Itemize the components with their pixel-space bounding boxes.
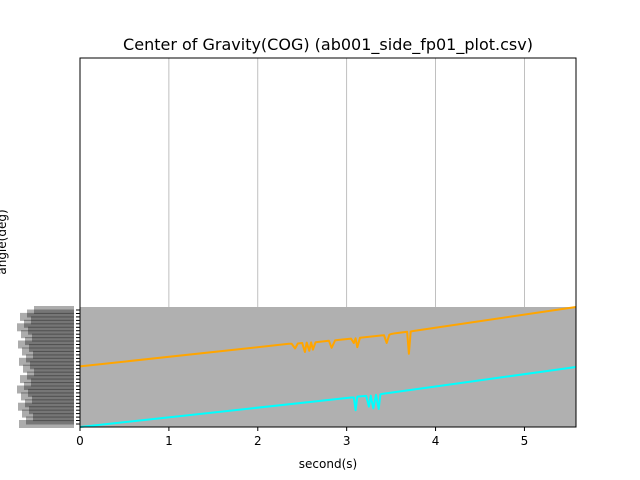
y-tick-label-overlap — [33, 413, 74, 422]
x-axis-label: second(s) — [299, 457, 357, 471]
y-tick-label-overlap — [23, 364, 74, 373]
chart-title: Center of Gravity(COG) (ab001_side_fp01_… — [123, 35, 533, 55]
x-tick-label: 4 — [432, 434, 440, 448]
x-tick-label: 0 — [76, 434, 84, 448]
y-tick-label-overlap — [33, 350, 74, 359]
y-tick-label-overlap — [27, 309, 74, 318]
y-tick-label-overlap — [18, 402, 74, 411]
y-tick-label-overlap — [28, 388, 74, 397]
y-tick-label-overlap — [18, 340, 74, 349]
y-tick-label-overlap — [21, 330, 74, 339]
x-tick-label: 3 — [343, 434, 351, 448]
y-ticks — [17, 306, 80, 428]
y-tick-label-overlap — [32, 395, 74, 404]
x-tick-label: 2 — [254, 434, 262, 448]
y-tick-label-overlap — [25, 399, 74, 408]
y-tick-label-overlap — [26, 416, 74, 425]
series-line — [79, 306, 577, 368]
y-tick-label-overlap — [17, 323, 74, 332]
y-tick-label-overlap — [27, 371, 74, 380]
y-tick-label-overlap — [20, 375, 74, 384]
y-tick-label-overlap — [28, 326, 74, 335]
y-tick-label-overlap — [19, 357, 74, 366]
x-ticks: 0 1 2 3 4 5 — [76, 427, 528, 448]
y-tick-label-overlap — [22, 409, 74, 418]
y-tick-label-overlap — [26, 354, 74, 363]
y-tick-label-overlap — [34, 306, 74, 314]
x-tick-label: 5 — [521, 434, 529, 448]
y-tick-label-overlap — [32, 333, 74, 342]
y-tick-label-overlap — [30, 361, 74, 370]
y-tick-label-overlap — [29, 406, 74, 415]
series-line — [79, 366, 577, 428]
plot-frame — [79, 57, 577, 428]
x-tick-label: 1 — [165, 434, 173, 448]
y-tick-label-overlap — [22, 347, 74, 356]
data-series — [79, 306, 577, 428]
y-tick-label-overlap — [31, 316, 74, 325]
y-tick-label-overlap — [29, 344, 74, 352]
y-tick-label-overlap — [19, 420, 74, 428]
y-tick-label-overlap — [24, 382, 74, 390]
y-tick-label-overlap — [34, 368, 74, 377]
y-axis-label: angle(deg) — [0, 209, 9, 274]
y-tick-label-overlap — [25, 337, 74, 346]
y-tick-label-overlap — [17, 385, 74, 394]
y-tick-label-overlap — [21, 392, 74, 401]
y-tick-label-overlap — [20, 312, 74, 321]
y-tick-label-overlap — [24, 319, 74, 328]
y-tick-label-overlap — [31, 378, 74, 387]
data-band — [80, 307, 576, 427]
x-gridlines — [168, 58, 525, 427]
